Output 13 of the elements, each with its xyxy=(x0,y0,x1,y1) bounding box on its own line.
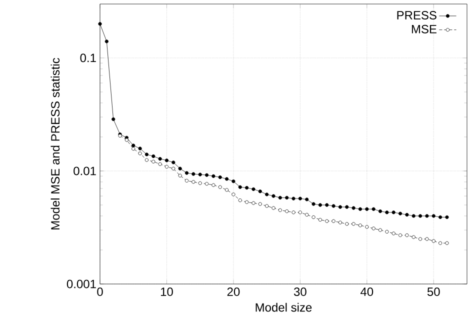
x-tick-label: 0 xyxy=(97,288,103,296)
legend-label: PRESS xyxy=(397,11,436,20)
y-tick-label: 0.1 xyxy=(80,54,96,62)
y-tick-label: 0.001 xyxy=(66,280,96,288)
x-tick-label: 20 xyxy=(227,288,240,296)
x-tick-label: 50 xyxy=(427,288,440,296)
x-tick-label: 30 xyxy=(294,288,306,296)
x-tick-label: 10 xyxy=(160,288,173,296)
y-axis-title: Model MSE and PRESS statistic xyxy=(50,58,60,230)
x-tick-label: 40 xyxy=(360,288,374,296)
y-tick-label: 0.01 xyxy=(74,166,96,176)
x-axis-title: Model size xyxy=(256,302,312,312)
legend-label: MSE xyxy=(412,24,436,34)
